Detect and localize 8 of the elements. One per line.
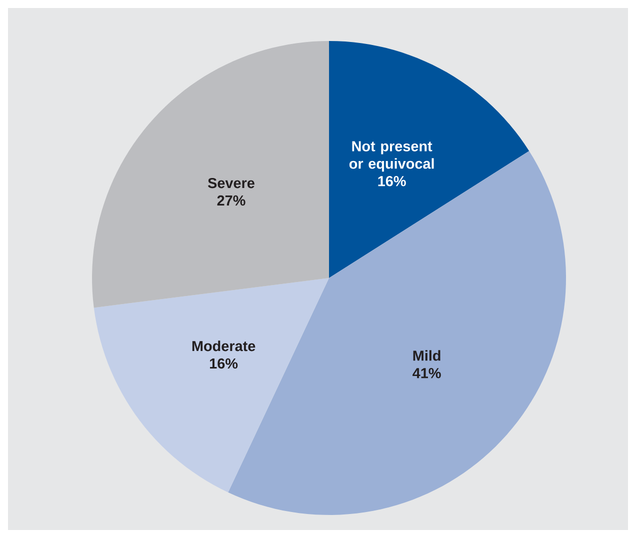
slice-label: Not present or equivocal: [349, 141, 434, 172]
slice-label: Moderate: [192, 340, 256, 352]
slice-label: Mild: [413, 350, 440, 361]
data-label: 16%: [378, 176, 406, 186]
slice-label: Severe: [208, 178, 254, 188]
data-label: 27%: [217, 195, 246, 206]
data-label: 41%: [412, 368, 441, 378]
data-label: 16%: [210, 358, 238, 369]
